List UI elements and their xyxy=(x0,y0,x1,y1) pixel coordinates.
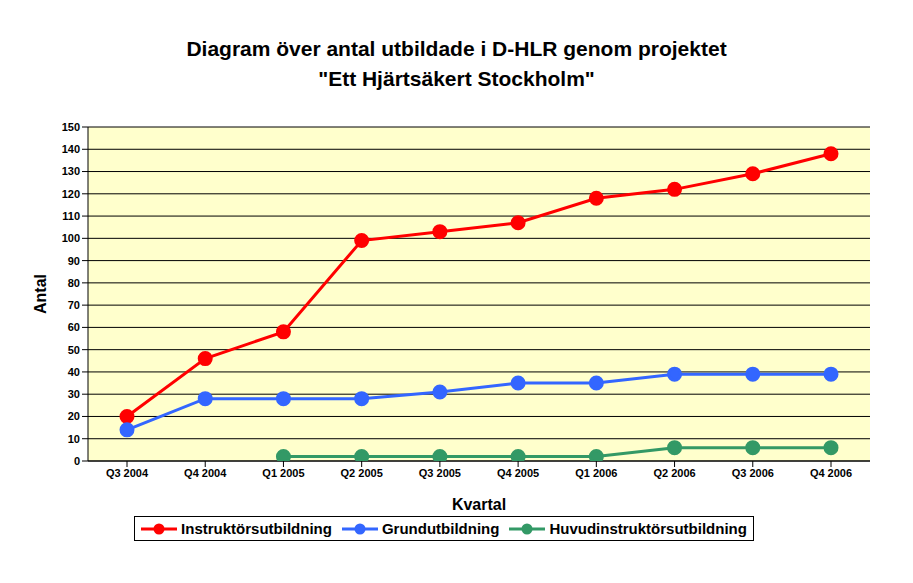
svg-text:Q3 2005: Q3 2005 xyxy=(419,467,461,479)
svg-text:Kvartal: Kvartal xyxy=(452,496,506,513)
svg-text:Q3 2006: Q3 2006 xyxy=(732,467,774,479)
svg-text:30: 30 xyxy=(68,388,80,400)
svg-text:20: 20 xyxy=(68,410,80,422)
svg-text:100: 100 xyxy=(62,232,80,244)
html-text:Grundutbildning: Grundutbildning xyxy=(381,520,500,537)
svg-text:Q4 2005: Q4 2005 xyxy=(497,467,539,479)
html-text:"Ett Hjärtsäkert Stockholm": "Ett Hjärtsäkert Stockholm" xyxy=(318,67,595,90)
svg-text:60: 60 xyxy=(68,321,80,333)
svg-text:90: 90 xyxy=(68,255,80,267)
svg-text:Q1 2005: Q1 2005 xyxy=(262,467,304,479)
svg-text:Q4 2004: Q4 2004 xyxy=(184,467,227,479)
svg-text:10: 10 xyxy=(68,433,80,445)
svg-text:Q2 2005: Q2 2005 xyxy=(341,467,383,479)
svg-text:120: 120 xyxy=(62,188,80,200)
svg-text:Q1 2006: Q1 2006 xyxy=(575,467,617,479)
html-text:Huvudinstruktörsutbildning: Huvudinstruktörsutbildning xyxy=(549,520,747,537)
html-text:Instruktörsutbildning: Instruktörsutbildning xyxy=(181,520,332,537)
svg-text:Q2 2006: Q2 2006 xyxy=(653,467,695,479)
svg-text:Q3 2004: Q3 2004 xyxy=(106,467,149,479)
svg-text:50: 50 xyxy=(68,344,80,356)
svg-text:80: 80 xyxy=(68,277,80,289)
svg-text:150: 150 xyxy=(62,121,80,133)
svg-text:110: 110 xyxy=(62,210,80,222)
svg-text:140: 140 xyxy=(62,143,80,155)
html-text:Diagram över antal utbildade i: Diagram över antal utbildade i D-HLR gen… xyxy=(186,37,727,60)
svg-text:70: 70 xyxy=(68,299,80,311)
svg-text:Antal: Antal xyxy=(32,274,49,314)
svg-text:40: 40 xyxy=(68,366,80,378)
svg-text:130: 130 xyxy=(62,165,80,177)
svg-text:0: 0 xyxy=(74,455,80,467)
svg-text:Q4 2006: Q4 2006 xyxy=(810,467,852,479)
